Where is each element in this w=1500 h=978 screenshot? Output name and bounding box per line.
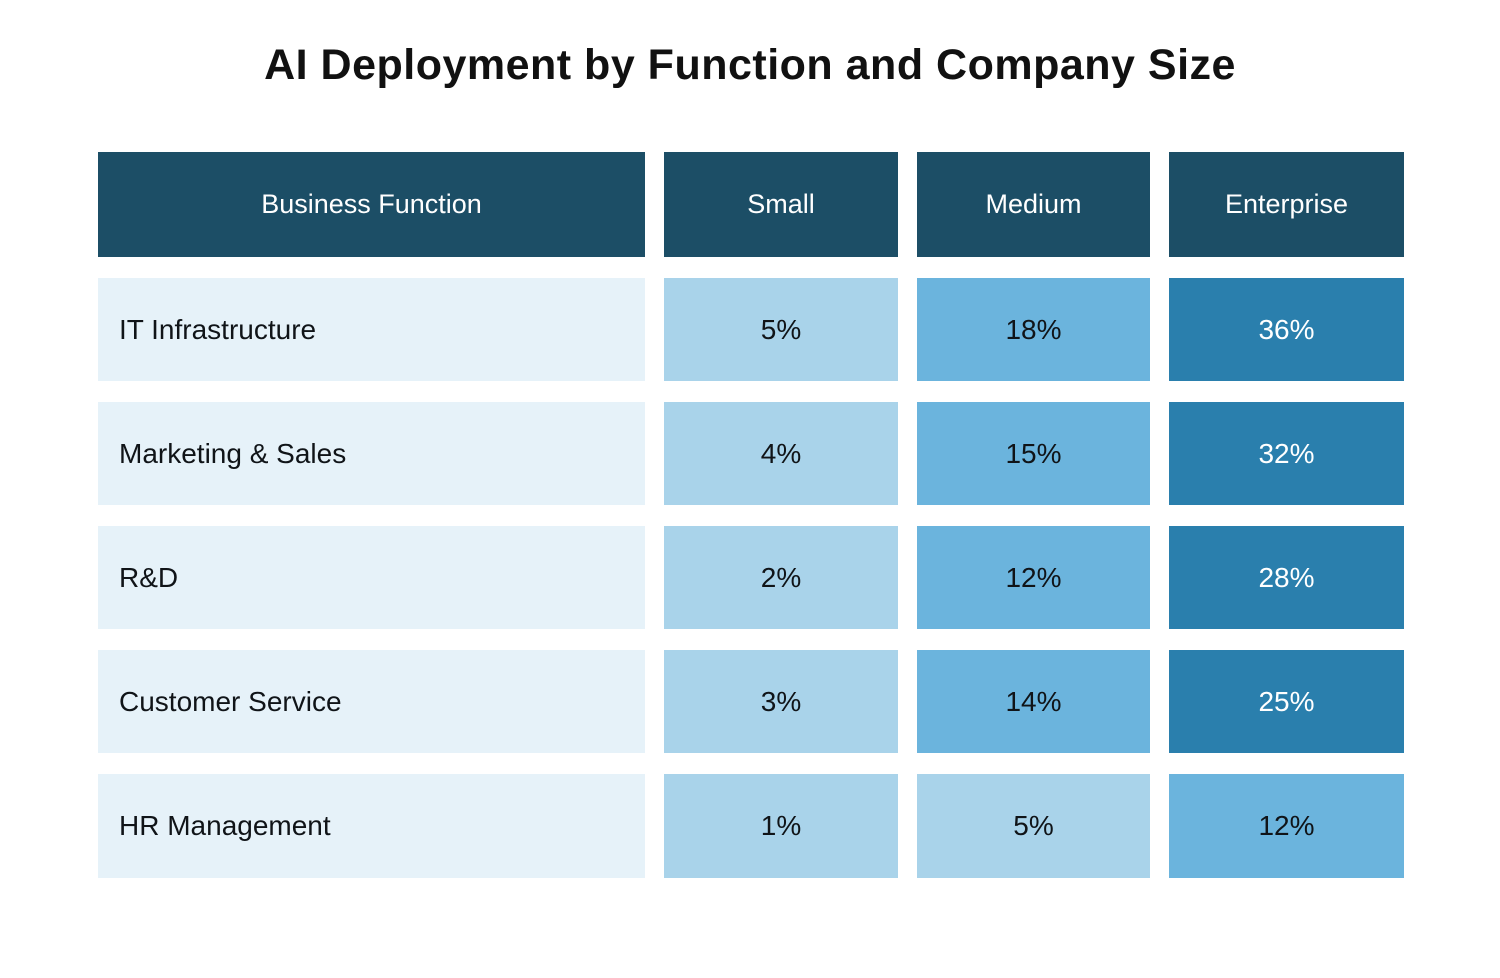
row-label-it-infrastructure: IT Infrastructure [98, 278, 645, 382]
chart-title: AI Deployment by Function and Company Si… [264, 41, 1236, 89]
column-header-business-function: Business Function [98, 152, 645, 258]
row-label-marketing-sales: Marketing & Sales [98, 402, 645, 506]
value-cell: 15% [917, 402, 1150, 506]
value-cell: 1% [664, 774, 898, 879]
column-header-medium: Medium [917, 152, 1150, 258]
row-label-rd: R&D [98, 526, 645, 630]
value-cell: 32% [1169, 402, 1404, 506]
value-cell: 25% [1169, 650, 1404, 754]
value-cell: 5% [917, 774, 1150, 879]
row-label-hr-management: HR Management [98, 774, 645, 879]
value-cell: 36% [1169, 278, 1404, 382]
value-cell: 2% [664, 526, 898, 630]
value-cell: 18% [917, 278, 1150, 382]
row-label-customer-service: Customer Service [98, 650, 645, 754]
value-cell: 5% [664, 278, 898, 382]
value-cell: 14% [917, 650, 1150, 754]
value-cell: 12% [917, 526, 1150, 630]
column-header-small: Small [664, 152, 898, 258]
value-cell: 12% [1169, 774, 1404, 879]
value-cell: 3% [664, 650, 898, 754]
heatmap-table: Business Function Small Medium Enterpris… [98, 152, 1404, 879]
value-cell: 28% [1169, 526, 1404, 630]
column-header-enterprise: Enterprise [1169, 152, 1404, 258]
value-cell: 4% [664, 402, 898, 506]
